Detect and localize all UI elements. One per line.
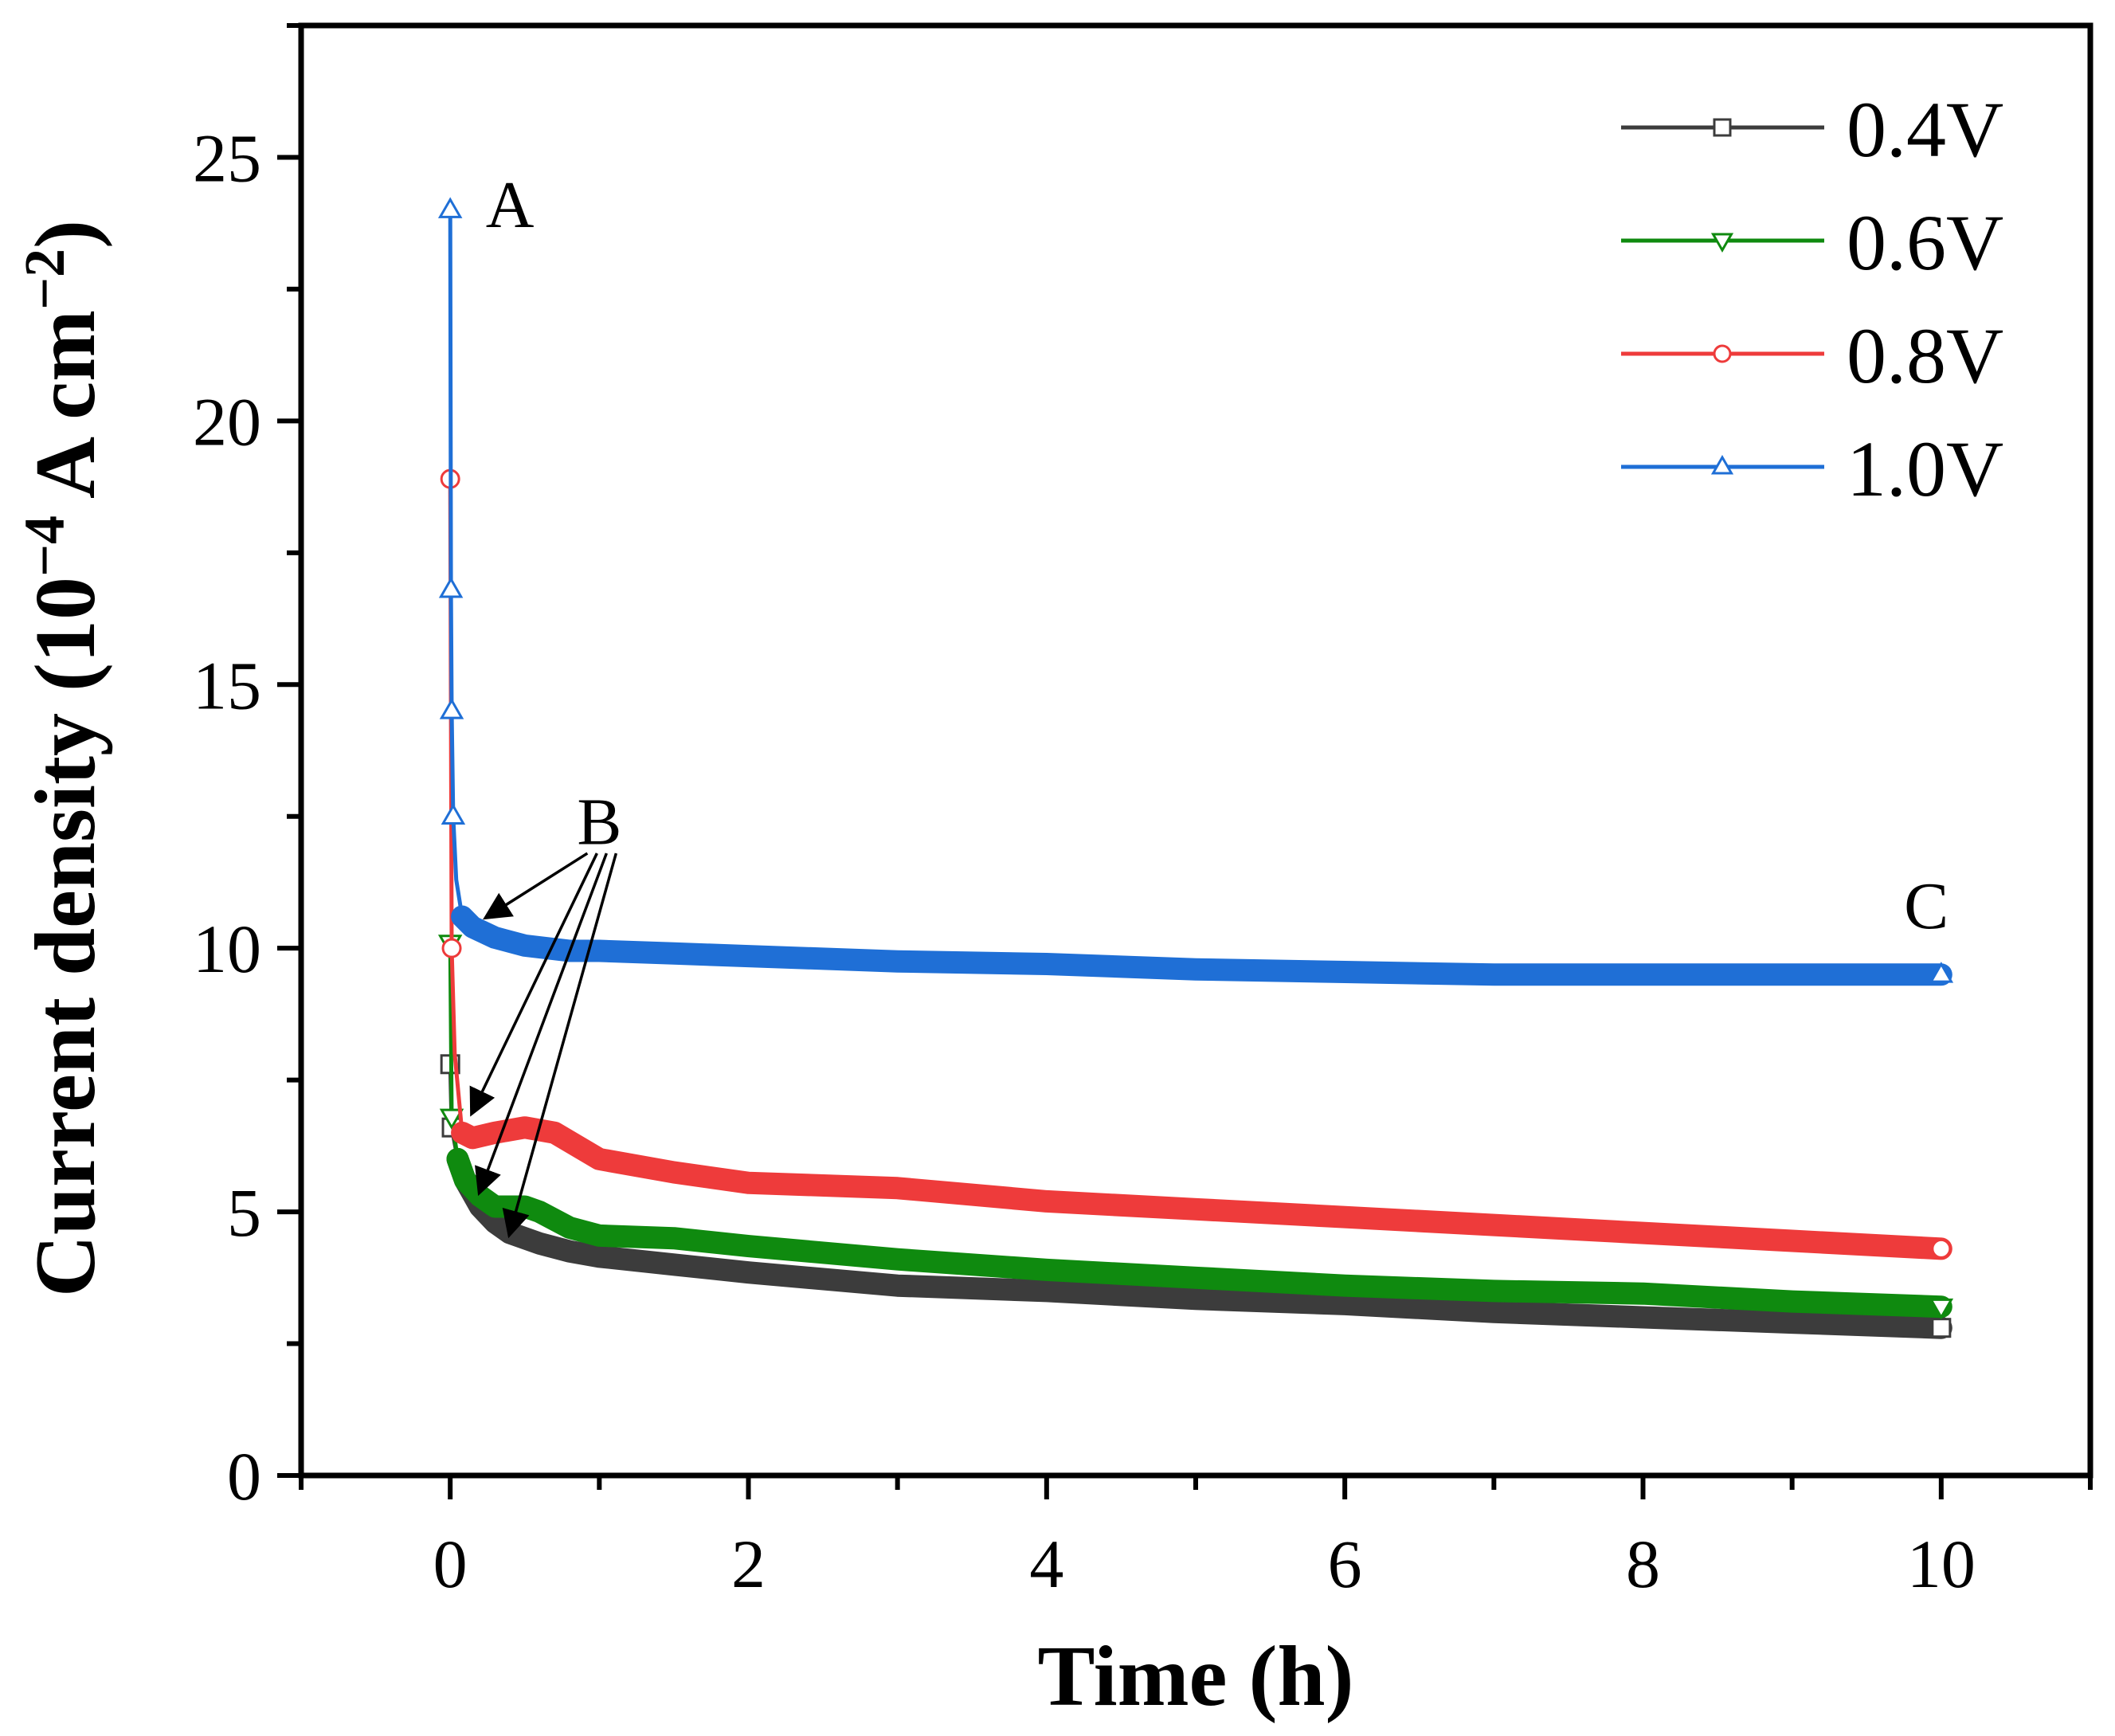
data-point (1929, 1298, 1954, 1320)
series-0.8V (440, 468, 1952, 1260)
annotations: A B C (486, 168, 1949, 943)
annotation-arrow (502, 852, 618, 1239)
x-axis-title: Time (h) (1038, 1629, 1354, 1724)
series-line-band (446, 1147, 1952, 1319)
data-point (437, 197, 463, 218)
x-tick-label: 8 (1626, 1526, 1660, 1602)
annotation-arrow (483, 852, 589, 920)
x-tick-label: 2 (731, 1526, 766, 1602)
y-axis-title: Current density (10−4 A cm−2) (13, 220, 113, 1297)
legend-label: 0.8V (1847, 312, 2003, 400)
series-line-thin (448, 942, 1941, 1309)
y-tick-label: 5 (227, 1174, 261, 1251)
data-point (1931, 1318, 1952, 1338)
series-line-thin (448, 210, 1941, 977)
data-point (441, 938, 462, 958)
x-tick-labels: 0 2 4 6 8 10 (433, 1526, 1976, 1602)
x-tick-label: 0 (433, 1526, 468, 1602)
annotation-arrows (469, 852, 618, 1239)
data-point (439, 1108, 464, 1131)
legend-marker (1713, 118, 1732, 137)
ticks-layer (277, 23, 2093, 1499)
data-point (1929, 962, 1954, 983)
y-axis-title-main: Current density (10 (18, 577, 113, 1297)
y-tick-label: 20 (193, 383, 261, 460)
legend-label: 0.4V (1847, 85, 2003, 174)
data-point (1931, 1238, 1952, 1259)
legend-marker (1710, 454, 1734, 475)
y-axis-title-mid: A cm (18, 310, 113, 515)
annotation-label-B: B (577, 785, 621, 859)
series-line-band (451, 905, 1952, 986)
series-line-thin (448, 479, 1941, 1251)
x-tick-label: 6 (1328, 1526, 1362, 1602)
y-axis-title-exponent-2: −2 (13, 249, 76, 310)
legend: 0.4V 0.6V 0.8V 1.0V (1621, 85, 2003, 513)
legend-label: 0.6V (1847, 198, 2003, 287)
y-tick-label: 0 (227, 1438, 261, 1515)
data-point (438, 576, 464, 598)
legend-label: 1.0V (1847, 425, 2003, 513)
y-tick-label: 15 (193, 647, 261, 723)
series-layer (437, 197, 1954, 1339)
y-axis-title-exponent-1: −4 (13, 515, 76, 577)
annotation-label-A: A (486, 168, 535, 242)
annotation-label-C: C (1904, 869, 1949, 943)
series-line-band (446, 1147, 1952, 1339)
annotation-arrow (475, 852, 608, 1197)
annotation-arrow (469, 852, 598, 1117)
data-point (441, 803, 466, 825)
legend-marker (1713, 344, 1732, 363)
series-line-band (451, 1116, 1952, 1260)
y-axis-title-end: ) (18, 220, 113, 249)
y-tick-label: 10 (193, 911, 261, 987)
legend-marker (1710, 233, 1734, 253)
series-1.0V (437, 197, 1954, 986)
y-tick-label: 25 (193, 120, 261, 196)
y-tick-labels: 0 5 10 15 20 25 (193, 120, 261, 1515)
x-tick-label: 4 (1029, 1526, 1063, 1602)
data-point (439, 698, 464, 719)
x-tick-label: 10 (1907, 1526, 1976, 1602)
